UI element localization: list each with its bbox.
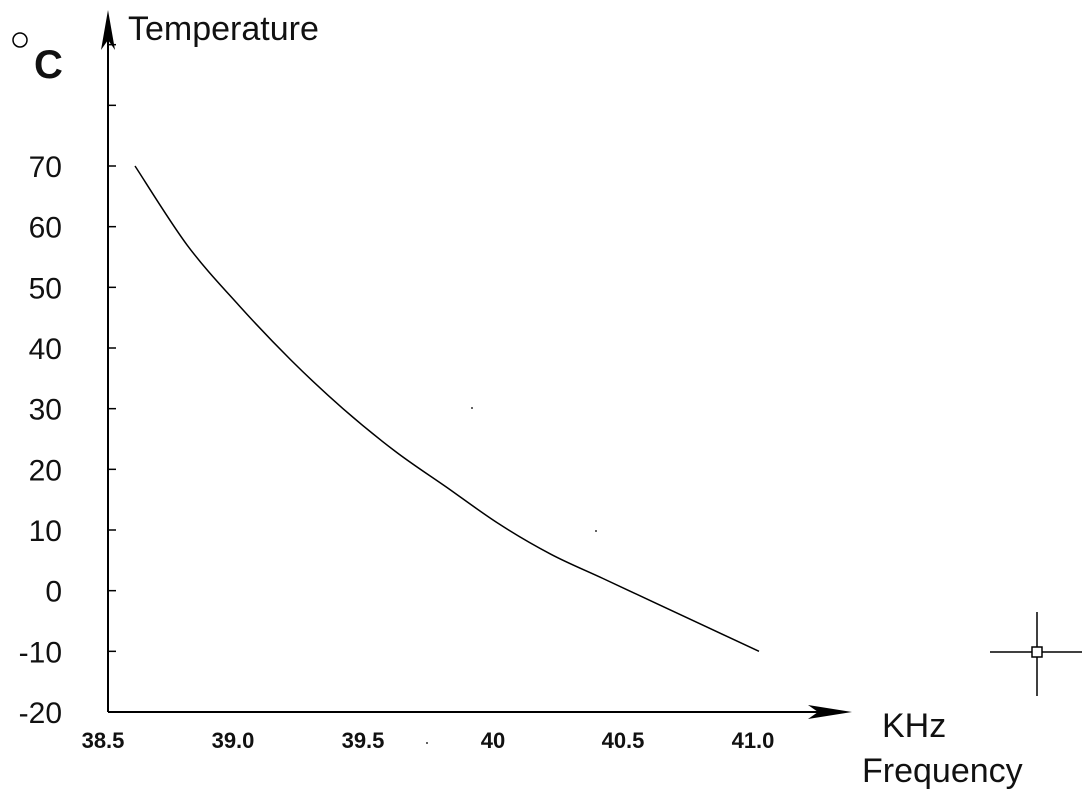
x-tick-label: 41.0 [732,728,775,753]
y-tick-label: 60 [29,212,62,245]
y-tick-label: 0 [45,576,62,609]
stray-dot [595,530,597,532]
crosshair-marker-icon [990,612,1082,696]
x-tick-label: 39.0 [212,728,255,753]
y-tick-label: 40 [29,333,62,366]
y-tick-label: 10 [29,515,62,548]
y-tick-label: 70 [29,151,62,184]
temperature-curve [134,165,760,652]
y-axis-unit: C [34,43,63,87]
x-tick-label: 40.5 [602,728,645,753]
x-axis-arrow [808,705,852,719]
x-tick-label: 39.5 [342,728,385,753]
x-axis-unit: KHz [882,707,946,745]
stray-dot [426,742,428,744]
x-axis-title: Frequency [862,752,1023,790]
y-tick-label: 50 [29,272,62,305]
x-ticks: 38.5 39.0 39.5 40 40.5 41.0 [82,728,775,753]
y-ticks: 70 60 50 40 30 20 10 0 -10 -20 [19,43,116,730]
y-tick-label: -20 [19,697,62,730]
y-tick-label: -10 [19,636,62,669]
x-tick-label: 38.5 [82,728,125,753]
y-axis-arrow [101,10,115,50]
y-tick-label: 20 [29,454,62,487]
y-axis-title: Temperature [128,10,319,48]
x-tick-label: 40 [481,728,505,753]
stray-dot [471,407,473,409]
degree-symbol [12,32,28,48]
y-tick-label: 30 [29,394,62,427]
